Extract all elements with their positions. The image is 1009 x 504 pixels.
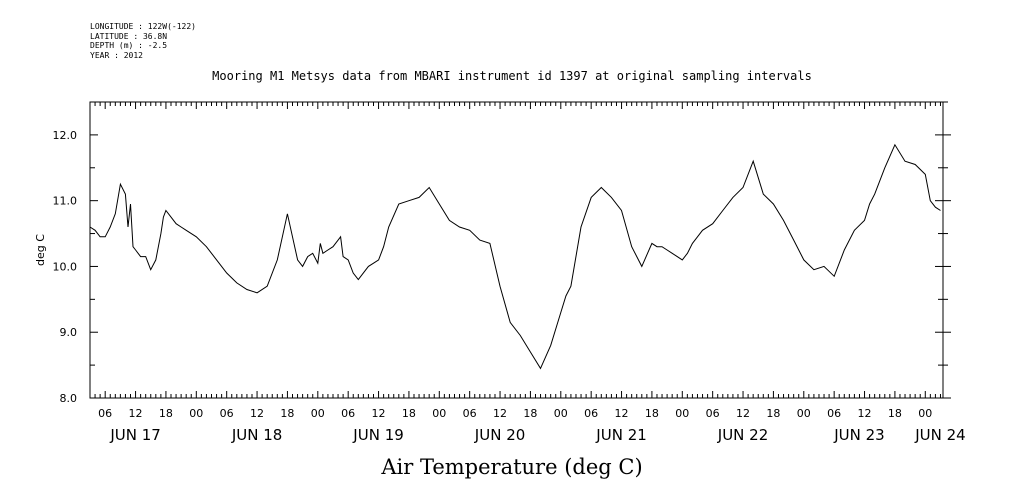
air-temperature-line — [89, 143, 941, 370]
x-tick-label: 12 — [493, 407, 507, 420]
x-tick-label: 12 — [372, 407, 386, 420]
x-tick-label: 12 — [736, 407, 750, 420]
x-day-label: JUN 24 — [914, 426, 965, 444]
x-day-label: JUN 19 — [352, 426, 403, 444]
x-tick-label: 12 — [250, 407, 264, 420]
x-tick-label: 18 — [159, 407, 173, 420]
x-tick-label: 18 — [280, 407, 294, 420]
x-tick-label: 18 — [523, 407, 537, 420]
x-tick-label: 12 — [858, 407, 872, 420]
y-axis-label: deg C — [34, 234, 47, 266]
x-day-label: JUN 17 — [109, 426, 160, 444]
x-tick-label: 00 — [675, 407, 689, 420]
x-tick-label: 00 — [189, 407, 203, 420]
x-tick-label: 06 — [463, 407, 477, 420]
x-tick-label: 00 — [797, 407, 811, 420]
longitude-label: LONGITUDE : 122W(-122) — [90, 22, 196, 31]
x-day-label: JUN 22 — [717, 426, 768, 444]
x-tick-label: 18 — [888, 407, 902, 420]
x-axis-label: Air Temperature (deg C) — [381, 455, 643, 479]
chart-title: Mooring M1 Metsys data from MBARI instru… — [212, 69, 812, 83]
x-day-label: JUN 20 — [474, 426, 525, 444]
y-tick-label: 11.0 — [53, 195, 78, 208]
x-day-label: JUN 21 — [595, 426, 646, 444]
plot-frame — [89, 101, 944, 399]
x-day-label: JUN 18 — [231, 426, 282, 444]
y-tick-label: 9.0 — [60, 326, 78, 339]
year-label: YEAR : 2012 — [90, 50, 143, 60]
x-tick-label: 00 — [918, 407, 932, 420]
x-tick-label: 12 — [129, 407, 143, 420]
y-tick-label: 12.0 — [53, 129, 78, 142]
x-tick-label: 00 — [311, 407, 325, 420]
x-day-label: JUN 23 — [833, 426, 884, 444]
metadata-block: LONGITUDE : 122W(-122) LATITUDE : 36.8N … — [90, 22, 196, 60]
x-tick-label: 06 — [706, 407, 720, 420]
x-tick-label: 18 — [402, 407, 416, 420]
x-tick-label: 06 — [827, 407, 841, 420]
x-tick-label: 18 — [766, 407, 780, 420]
x-tick-label: 00 — [554, 407, 568, 420]
x-tick-label: 00 — [432, 407, 446, 420]
x-tick-label: 06 — [98, 407, 112, 420]
y-tick-label: 10.0 — [53, 260, 78, 273]
x-tick-label: 12 — [615, 407, 629, 420]
latitude-label: LATITUDE : 36.8N — [90, 31, 168, 41]
x-tick-label: 18 — [645, 407, 659, 420]
x-tick-label: 06 — [341, 407, 355, 420]
depth-label: DEPTH (m) : -2.5 — [90, 41, 168, 50]
x-tick-label: 06 — [220, 407, 234, 420]
x-tick-label: 06 — [584, 407, 598, 420]
y-tick-label: 8.0 — [60, 392, 78, 405]
